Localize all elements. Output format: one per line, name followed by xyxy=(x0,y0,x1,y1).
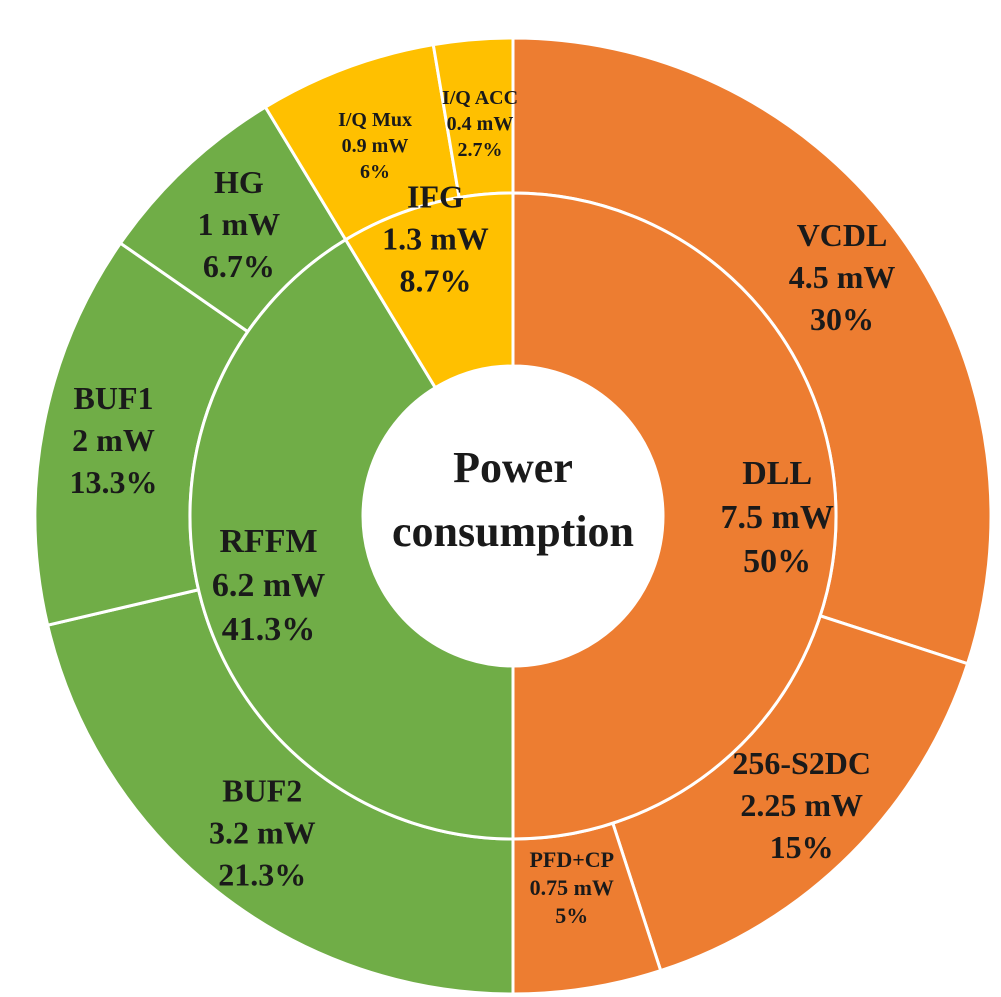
outer-label-i-q-mux-line-2: 0.9 mW xyxy=(342,135,409,157)
inner-label-dll-line-1: DLL xyxy=(742,455,812,492)
outer-label-i-q-mux-line-3: 6% xyxy=(360,161,390,183)
center-label-line-1: Power xyxy=(453,443,573,492)
outer-label-vcdl-line-2: 4.5 mW xyxy=(789,259,896,295)
outer-label-256-s2dc-line-1: 256-S2DC xyxy=(732,745,871,781)
outer-label-hg-line-2: 1 mW xyxy=(198,206,281,242)
inner-label-dll-line-2: 7.5 mW xyxy=(721,499,834,536)
inner-ring xyxy=(188,191,838,841)
outer-label-buf1-line-1: BUF1 xyxy=(74,380,154,416)
outer-label-vcdl-line-1: VCDL xyxy=(797,217,888,253)
inner-label-ifg-line-1: IFG xyxy=(407,178,464,214)
inner-label-rffm-line-3: 41.3% xyxy=(222,611,316,648)
outer-label-buf1-line-3: 13.3% xyxy=(70,464,158,500)
inner-label-rffm-line-1: RFFM xyxy=(219,523,317,560)
outer-label-hg-line-3: 6.7% xyxy=(203,248,275,284)
inner-label-ifg-line-3: 8.7% xyxy=(399,262,471,298)
outer-label-vcdl-line-3: 30% xyxy=(810,301,874,337)
outer-label-buf2-line-2: 3.2 mW xyxy=(209,814,316,850)
inner-label-ifg-line-2: 1.3 mW xyxy=(382,220,489,256)
outer-label-i-q-acc-line-3: 2.7% xyxy=(458,139,503,161)
outer-ring-labels: VCDL 4.5 mW 30% 256-S2DC 2.25 mW 15% PFD+CP 0.7… xyxy=(70,87,896,928)
outer-label-hg-line-1: HG xyxy=(214,164,264,200)
inner-label-rffm-line-2: 6.2 mW xyxy=(212,567,325,604)
inner-slice-rffm xyxy=(188,237,515,841)
outer-label-i-q-mux-line-1: I/Q Mux xyxy=(338,109,412,131)
outer-label-pfd-cp-line-2: 0.75 mW xyxy=(530,875,614,900)
center-label-line-2: consumption xyxy=(392,507,634,556)
inner-label-dll-line-3: 50% xyxy=(743,543,811,580)
outer-label-pfd-cp-line-3: 5% xyxy=(555,903,588,928)
outer-label-256-s2dc-line-2: 2.25 mW xyxy=(740,787,863,823)
outer-label-256-s2dc-line-3: 15% xyxy=(770,829,834,865)
outer-label-i-q-acc-line-1: I/Q ACC xyxy=(442,87,518,109)
outer-label-buf1-line-2: 2 mW xyxy=(72,422,155,458)
center-hole xyxy=(363,366,663,666)
outer-label-buf2-line-3: 21.3% xyxy=(218,856,306,892)
inner-ring-labels: DLL 7.5 mW 50% RFFM 6.2 mW 41.3% IFG 1.3 mW 8.7% xyxy=(212,178,834,648)
outer-label-buf2-line-1: BUF2 xyxy=(222,772,302,808)
outer-label-i-q-acc-line-2: 0.4 mW xyxy=(447,113,514,135)
outer-ring xyxy=(33,36,993,996)
outer-label-pfd-cp-line-1: PFD+CP xyxy=(529,847,614,872)
